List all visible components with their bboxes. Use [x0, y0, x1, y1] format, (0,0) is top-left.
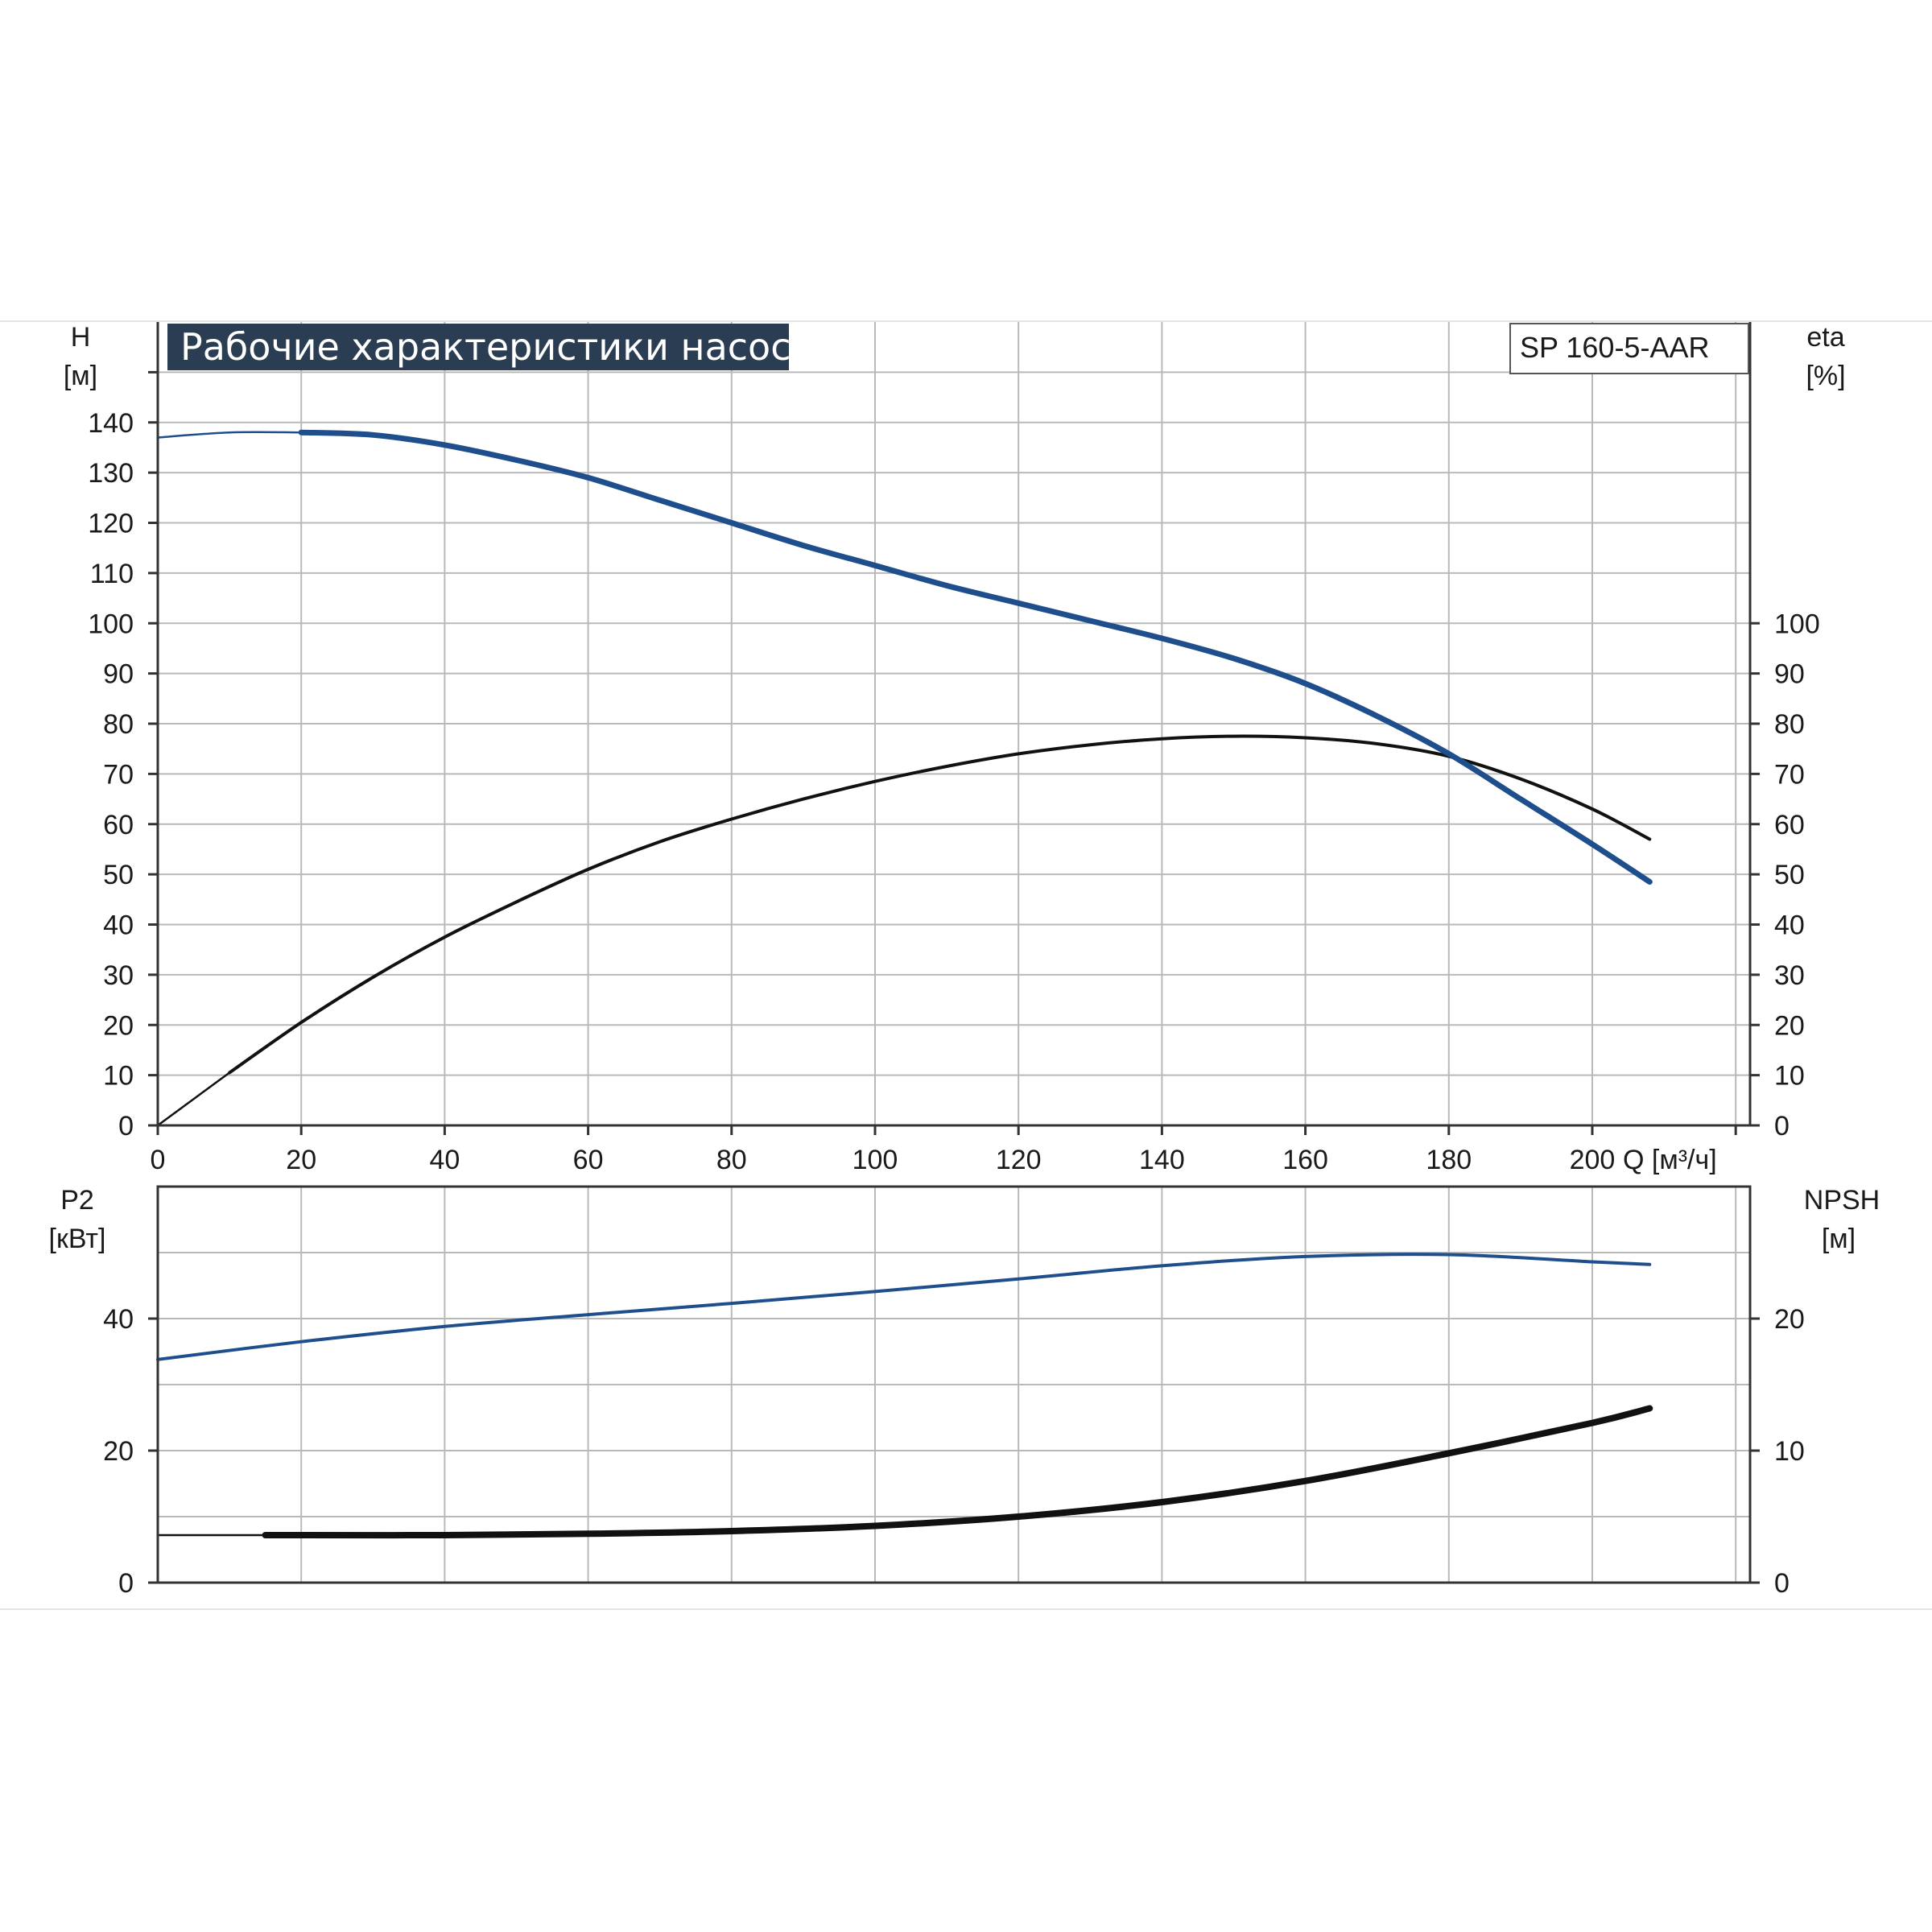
series-eta-line: [228, 734, 1652, 1075]
x-tick-label-200: 200: [1570, 1145, 1616, 1175]
x-tick-label-180: 180: [1426, 1145, 1472, 1175]
x-axis-label: Q [м³/ч]: [1623, 1145, 1717, 1175]
bottom-curves: [156, 1253, 1653, 1539]
top-right-tick-label-30: 30: [1774, 960, 1805, 991]
bottom-left-tick-labels: 0 20 40: [103, 1304, 158, 1599]
top-curves: [156, 429, 1653, 1127]
top-right-tick-label-40: 40: [1774, 910, 1805, 941]
top-left-tick-label-130: 130: [88, 458, 134, 489]
top-right-tick-label-80: 80: [1774, 709, 1805, 740]
top-right-tick-label-70: 70: [1774, 759, 1805, 790]
series-h-lead: [156, 431, 303, 439]
eta-axis-unit: [%]: [1806, 361, 1845, 391]
bottom-right-tick-label-0: 0: [1774, 1568, 1790, 1599]
top-left-tick-label-110: 110: [90, 559, 134, 589]
top-right-tick-label-20: 20: [1774, 1010, 1805, 1041]
top-left-tick-label-100: 100: [88, 609, 134, 639]
model-label: SP 160-5-AAR: [1520, 331, 1709, 364]
npsh-axis-unit: [м]: [1822, 1224, 1856, 1254]
top-left-tick-labels: 0 10 20 30 40 50 60 70 80 90 100 110 120 130 140: [88, 370, 158, 1141]
x-tick-label-40: 40: [429, 1145, 460, 1175]
bottom-separator: [0, 1608, 1932, 1610]
top-right-tick-label-90: 90: [1774, 659, 1805, 690]
x-tick-label-0: 0: [151, 1145, 166, 1175]
head-efficiency-panel: 0 10 20 30 40 50 60 70 80 90 100 110 120 130 140 0 10 20…: [64, 322, 1846, 1175]
npsh-axis-label: NPSH: [1804, 1185, 1880, 1216]
x-tick-labels: 0 20 40 60 80 100 120 140 160 180 200: [151, 1125, 1737, 1175]
top-left-tick-label-10: 10: [103, 1061, 134, 1092]
top-left-tick-label-120: 120: [88, 509, 134, 539]
eta-axis-label: eta: [1806, 322, 1844, 353]
x-tick-label-80: 80: [716, 1145, 747, 1175]
x-tick-label-60: 60: [573, 1145, 604, 1175]
top-right-tick-label-10: 10: [1774, 1061, 1805, 1092]
model-box: [1509, 323, 1749, 374]
top-left-tick-label-140: 140: [88, 408, 134, 439]
series-h-line: [298, 429, 1653, 885]
x-tick-label-100: 100: [852, 1145, 898, 1175]
x-tick-label-120: 120: [996, 1145, 1042, 1175]
p2-axis-unit: [кВт]: [49, 1224, 106, 1254]
top-right-tick-label-50: 50: [1774, 860, 1805, 890]
top-left-tick-label-90: 90: [103, 659, 134, 690]
top-left-tick-label-60: 60: [103, 810, 134, 840]
title-box: [167, 324, 789, 370]
bottom-left-tick-label-20: 20: [103, 1436, 134, 1467]
top-right-tick-label-100: 100: [1774, 609, 1820, 639]
bottom-left-tick-label-0: 0: [118, 1568, 134, 1599]
bottom-plot-frame: [156, 1185, 1752, 1584]
series-eta-lead: [156, 1071, 231, 1127]
h-axis-label: H: [71, 322, 91, 353]
p2-axis-label: P2: [60, 1185, 94, 1216]
top-grid: [158, 322, 1750, 1125]
bottom-left-tick-label-40: 40: [103, 1304, 134, 1335]
top-left-tick-label-40: 40: [103, 910, 134, 941]
top-right-tick-label-0: 0: [1774, 1111, 1790, 1141]
top-left-tick-label-70: 70: [103, 759, 134, 790]
bottom-right-tick-label-10: 10: [1774, 1436, 1805, 1467]
bottom-right-tick-labels: 0 10 20: [1750, 1304, 1805, 1599]
series-p2-line: [156, 1253, 1652, 1361]
top-separator: [0, 320, 1932, 322]
top-left-tick-label-30: 30: [103, 960, 134, 991]
top-right-tick-label-60: 60: [1774, 810, 1805, 840]
top-left-tick-label-20: 20: [103, 1010, 134, 1041]
top-left-tick-label-0: 0: [118, 1111, 134, 1141]
series-npsh-line: [262, 1405, 1653, 1539]
x-tick-label-20: 20: [286, 1145, 316, 1175]
top-left-tick-label-50: 50: [103, 860, 134, 890]
bottom-right-tick-label-20: 20: [1774, 1304, 1805, 1335]
top-right-tick-labels: 0 10 20 30 40 50 60 70 80 90 100: [1750, 609, 1820, 1141]
h-axis-unit: [м]: [64, 361, 97, 391]
x-tick-label-160: 160: [1282, 1145, 1328, 1175]
top-left-tick-label-80: 80: [103, 709, 134, 740]
power-npsh-panel: 0 20 40 0 10 20 P2 [кВт] NPSH [м]: [49, 1185, 1880, 1599]
chart-title: Рабочие характеристики насоса: [180, 325, 814, 369]
x-tick-label-140: 140: [1139, 1145, 1185, 1175]
